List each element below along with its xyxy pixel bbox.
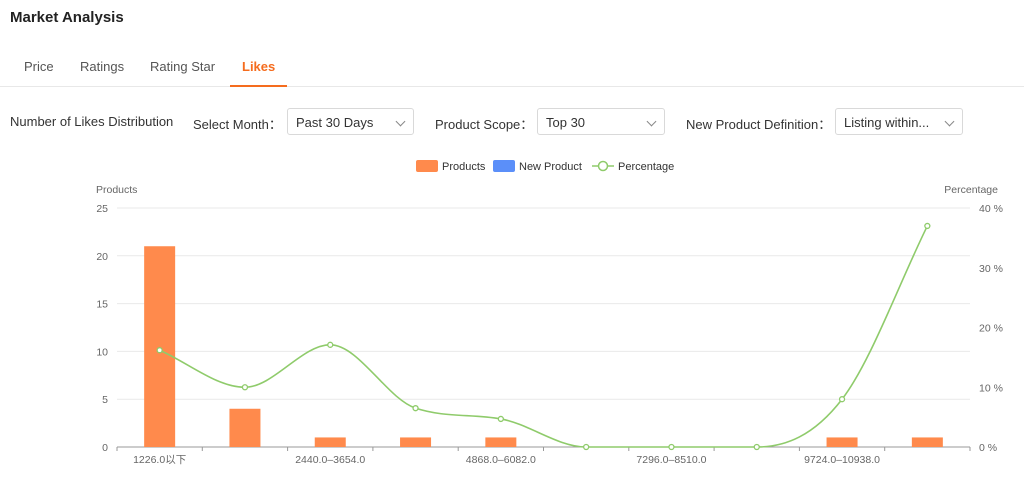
y-right-tick-label: 30 % (979, 263, 1003, 275)
products-bar (314, 437, 346, 447)
legend-products-swatch (416, 160, 438, 172)
products-bar (400, 437, 432, 447)
x-tick-label: 9724.0–10938.0 (804, 454, 880, 466)
percentage-point (668, 443, 675, 451)
month-label: Select Month： (193, 117, 282, 132)
y-left-tick-label: 10 (96, 346, 108, 358)
chevron-down-icon (646, 116, 657, 127)
y-right-tick-label: 0 % (979, 442, 997, 454)
y-right-tick-label: 40 % (979, 203, 1003, 215)
likes-distribution-chart: Products New Product Percentage Products Per… (96, 160, 1003, 466)
x-tick-label: 4868.0–6082.0 (466, 454, 536, 466)
chevron-down-icon (944, 116, 955, 127)
percentage-point (753, 443, 760, 451)
percentage-point (838, 396, 846, 403)
products-bar (229, 408, 261, 447)
percentage-point (583, 443, 590, 451)
legend-new-product-swatch (493, 160, 515, 172)
tab-likes[interactable]: Likes (242, 59, 276, 74)
products-bar (911, 437, 943, 447)
products-bar (144, 246, 176, 447)
y-left-tick-label: 25 (96, 203, 108, 215)
scope-select[interactable]: Top 30 (537, 108, 665, 135)
legend-new-product-label: New Product (519, 161, 582, 173)
tab-ratings[interactable]: Ratings (80, 59, 125, 74)
page-title: Market Analysis (10, 9, 124, 26)
y-right-axis-title: Percentage (944, 184, 998, 196)
x-tick-label: 7296.0–8510.0 (636, 454, 706, 466)
percentage-line (159, 225, 929, 448)
products-bar (826, 437, 858, 447)
percentage-point (241, 384, 249, 391)
products-bar (485, 437, 517, 447)
y-left-axis-title: Products (96, 184, 137, 196)
x-tick-label: 1226.0以下 (133, 454, 186, 466)
chevron-down-icon (395, 116, 406, 127)
legend-products-label: Products (442, 161, 486, 173)
month-select[interactable]: Past 30 Days (287, 108, 414, 135)
percentage-point (412, 405, 419, 412)
section-label: Number of Likes Distribution (10, 114, 174, 129)
legend-percentage-label: Percentage (618, 161, 674, 173)
x-tick-label: 2440.0–3654.0 (295, 454, 365, 466)
y-left-tick-label: 20 (96, 251, 108, 263)
month-select-value: Past 30 Days (296, 115, 374, 130)
legend-percentage-marker (597, 160, 609, 172)
new-product-label: New Product Definition： (686, 117, 832, 132)
y-right-tick-label: 20 % (979, 323, 1003, 335)
active-tab-indicator (230, 85, 287, 87)
new-product-select-value: Listing within... (844, 115, 930, 130)
tab-price[interactable]: Price (24, 59, 54, 74)
percentage-point (924, 222, 931, 230)
percentage-point (156, 347, 163, 354)
percentage-point (327, 341, 334, 348)
tab-bar: Price Ratings Rating Star Likes (0, 56, 1024, 87)
tab-rating-star[interactable]: Rating Star (150, 59, 216, 74)
filter-bar: Number of Likes Distribution Select Mont… (0, 108, 1024, 135)
y-left-tick-label: 5 (102, 394, 108, 406)
scope-select-value: Top 30 (546, 115, 586, 130)
percentage-point (497, 415, 505, 423)
y-left-tick-label: 0 (102, 442, 108, 454)
scope-label: Product Scope： (435, 117, 534, 132)
y-right-tick-label: 10 % (979, 382, 1003, 394)
y-left-tick-label: 15 (96, 299, 108, 311)
new-product-select[interactable]: Listing within... (835, 108, 963, 135)
